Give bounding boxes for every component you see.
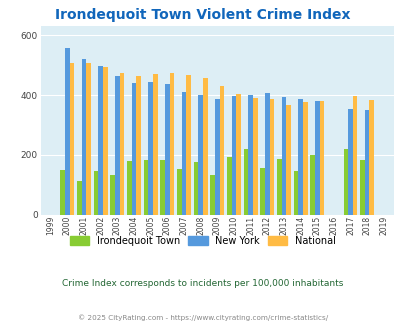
Bar (352, 96, 357, 214)
Bar (81, 59, 86, 215)
Bar (281, 97, 286, 214)
Bar (193, 162, 198, 214)
Bar (177, 169, 181, 214)
Bar (164, 84, 169, 214)
Bar (127, 161, 131, 215)
Bar (364, 110, 369, 214)
Bar (243, 149, 247, 214)
Bar (252, 98, 257, 214)
Bar (226, 157, 231, 214)
Bar (319, 101, 323, 214)
Bar (247, 95, 252, 214)
Bar (160, 160, 164, 214)
Bar (198, 95, 202, 214)
Bar (77, 181, 81, 214)
Bar (260, 168, 264, 214)
Bar (309, 155, 314, 214)
Bar (210, 175, 214, 214)
Bar (169, 73, 174, 215)
Bar (115, 76, 119, 214)
Bar (202, 78, 207, 214)
Bar (264, 93, 269, 214)
Bar (102, 67, 107, 214)
Bar (119, 73, 124, 214)
Text: Crime Index corresponds to incidents per 100,000 inhabitants: Crime Index corresponds to incidents per… (62, 279, 343, 288)
Bar (60, 170, 65, 214)
Bar (98, 66, 102, 214)
Bar (148, 82, 153, 214)
Bar (302, 102, 307, 214)
Bar (186, 75, 190, 214)
Bar (181, 92, 186, 214)
Bar (110, 175, 115, 214)
Text: Irondequoit Town Violent Crime Index: Irondequoit Town Violent Crime Index (55, 8, 350, 22)
Text: © 2025 CityRating.com - https://www.cityrating.com/crime-statistics/: © 2025 CityRating.com - https://www.city… (78, 314, 327, 321)
Bar (86, 63, 91, 214)
Bar (93, 171, 98, 214)
Bar (153, 75, 157, 214)
Bar (219, 86, 224, 214)
Bar (136, 76, 141, 214)
Bar (314, 101, 319, 214)
Bar (65, 48, 69, 214)
Bar (231, 96, 236, 214)
Bar (369, 100, 373, 214)
Bar (269, 99, 273, 214)
Bar (347, 109, 352, 214)
Legend: Irondequoit Town, New York, National: Irondequoit Town, New York, National (70, 236, 335, 246)
Bar (293, 171, 297, 214)
Bar (297, 99, 302, 214)
Bar (276, 159, 281, 214)
Bar (286, 105, 290, 214)
Bar (131, 83, 136, 214)
Bar (143, 160, 148, 214)
Bar (236, 94, 240, 214)
Bar (69, 63, 74, 214)
Bar (359, 160, 364, 214)
Bar (343, 149, 347, 214)
Bar (214, 99, 219, 214)
